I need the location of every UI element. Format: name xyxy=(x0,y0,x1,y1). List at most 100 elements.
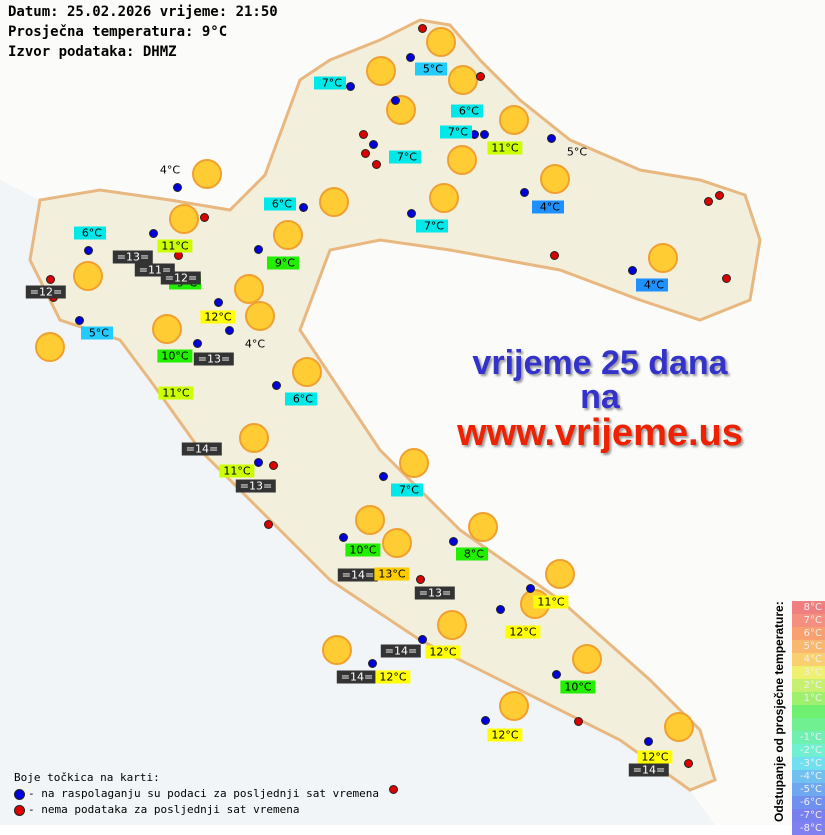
station-dot-missing[interactable] xyxy=(372,160,381,169)
station-dot-available[interactable] xyxy=(368,659,377,668)
station-dot-available[interactable] xyxy=(406,53,415,62)
station-dot-missing[interactable] xyxy=(361,149,370,158)
blue-dot-icon xyxy=(14,788,25,800)
ad-link[interactable]: www.vrijeme.us xyxy=(457,412,743,454)
sun-icon xyxy=(245,301,275,331)
temperature-label: =14= xyxy=(337,568,379,582)
station-dot-missing[interactable] xyxy=(418,24,427,33)
station-dot-missing[interactable] xyxy=(715,191,724,200)
station-dot-missing[interactable] xyxy=(46,275,55,284)
station-dot-available[interactable] xyxy=(75,316,84,325)
station-dot-missing[interactable] xyxy=(574,717,583,726)
station-dot-available[interactable] xyxy=(84,246,93,255)
legend-missing: - nema podataka za posljednji sat vremen… xyxy=(28,803,300,816)
station-dot-available[interactable] xyxy=(369,140,378,149)
temperature-label: 4°C xyxy=(244,337,266,351)
station-dot-available[interactable] xyxy=(254,458,263,467)
station-dot-available[interactable] xyxy=(391,96,400,105)
temperature-label: 7°C xyxy=(389,150,421,164)
station-dot-missing[interactable] xyxy=(200,213,209,222)
station-dot-available[interactable] xyxy=(628,266,637,275)
station-dot-available[interactable] xyxy=(418,635,427,644)
temperature-label: 11°C xyxy=(533,595,569,609)
temperature-label: 12°C xyxy=(375,670,411,684)
station-dot-available[interactable] xyxy=(173,183,182,192)
sun-icon xyxy=(73,261,103,291)
station-dot-missing[interactable] xyxy=(269,461,278,470)
ad-line-1: vrijeme 25 dana xyxy=(472,344,728,382)
station-dot-available[interactable] xyxy=(481,716,490,725)
sun-icon xyxy=(355,505,385,535)
sun-icon xyxy=(426,27,456,57)
station-dot-missing[interactable] xyxy=(264,520,273,529)
sun-icon xyxy=(437,610,467,640)
station-dot-available[interactable] xyxy=(526,584,535,593)
scale-step: -6°C xyxy=(792,796,825,809)
scale-step: -4°C xyxy=(792,770,825,783)
temperature-label: 9°C xyxy=(267,256,299,270)
station-dot-available[interactable] xyxy=(272,381,281,390)
scale-step xyxy=(792,705,825,718)
station-dot-missing[interactable] xyxy=(550,251,559,260)
station-dot-available[interactable] xyxy=(225,326,234,335)
temperature-label: 6°C xyxy=(264,197,296,211)
station-dot-missing[interactable] xyxy=(416,575,425,584)
station-dot-available[interactable] xyxy=(449,537,458,546)
station-dot-available[interactable] xyxy=(480,130,489,139)
station-dot-available[interactable] xyxy=(407,209,416,218)
station-dot-available[interactable] xyxy=(214,298,223,307)
temperature-label: 11°C xyxy=(158,386,194,400)
station-dot-available[interactable] xyxy=(496,605,505,614)
sun-icon xyxy=(648,243,678,273)
sun-icon xyxy=(664,712,694,742)
sun-icon xyxy=(239,423,269,453)
station-dot-available[interactable] xyxy=(379,472,388,481)
scale-step: 5°C xyxy=(792,640,825,653)
sun-icon xyxy=(572,644,602,674)
station-dot-available[interactable] xyxy=(552,670,561,679)
temperature-label: 10°C xyxy=(560,680,596,694)
temperature-label: 12°C xyxy=(487,728,523,742)
station-dot-missing[interactable] xyxy=(389,785,398,794)
station-dot-available[interactable] xyxy=(644,737,653,746)
station-dot-missing[interactable] xyxy=(704,197,713,206)
sun-icon xyxy=(382,528,412,558)
scale-step: -3°C xyxy=(792,757,825,770)
sun-icon xyxy=(366,56,396,86)
scale-step: 2°C xyxy=(792,679,825,692)
station-dot-missing[interactable] xyxy=(476,72,485,81)
temperature-label: =14= xyxy=(628,763,670,777)
station-dot-missing[interactable] xyxy=(722,274,731,283)
temperature-label: =13= xyxy=(414,586,456,600)
station-dot-available[interactable] xyxy=(299,203,308,212)
station-dot-available[interactable] xyxy=(346,82,355,91)
temperature-label: =13= xyxy=(235,479,277,493)
temperature-label: 12°C xyxy=(200,310,236,324)
station-dot-available[interactable] xyxy=(339,533,348,542)
station-dot-available[interactable] xyxy=(547,134,556,143)
scale-step: -8°C xyxy=(792,822,825,835)
red-dot-icon xyxy=(14,804,25,816)
temperature-label: 7°C xyxy=(314,76,346,90)
station-dot-missing[interactable] xyxy=(684,759,693,768)
temperature-label: 6°C xyxy=(451,104,483,118)
sun-icon xyxy=(322,635,352,665)
sun-icon xyxy=(540,164,570,194)
station-dot-available[interactable] xyxy=(254,245,263,254)
temperature-label: 5°C xyxy=(415,62,447,76)
station-dot-available[interactable] xyxy=(149,229,158,238)
legend-title: Boje točkica na karti: xyxy=(14,771,160,784)
sun-icon xyxy=(35,332,65,362)
temperature-label: 12°C xyxy=(637,750,673,764)
scale-step: 1°C xyxy=(792,692,825,705)
scale-step: 6°C xyxy=(792,627,825,640)
scale-step: 7°C xyxy=(792,614,825,627)
temperature-label: 6°C xyxy=(285,392,317,406)
station-dot-missing[interactable] xyxy=(359,130,368,139)
station-dot-available[interactable] xyxy=(520,188,529,197)
temperature-label: 8°C xyxy=(456,547,488,561)
station-dot-available[interactable] xyxy=(193,339,202,348)
sun-icon xyxy=(545,559,575,589)
sun-icon xyxy=(169,204,199,234)
